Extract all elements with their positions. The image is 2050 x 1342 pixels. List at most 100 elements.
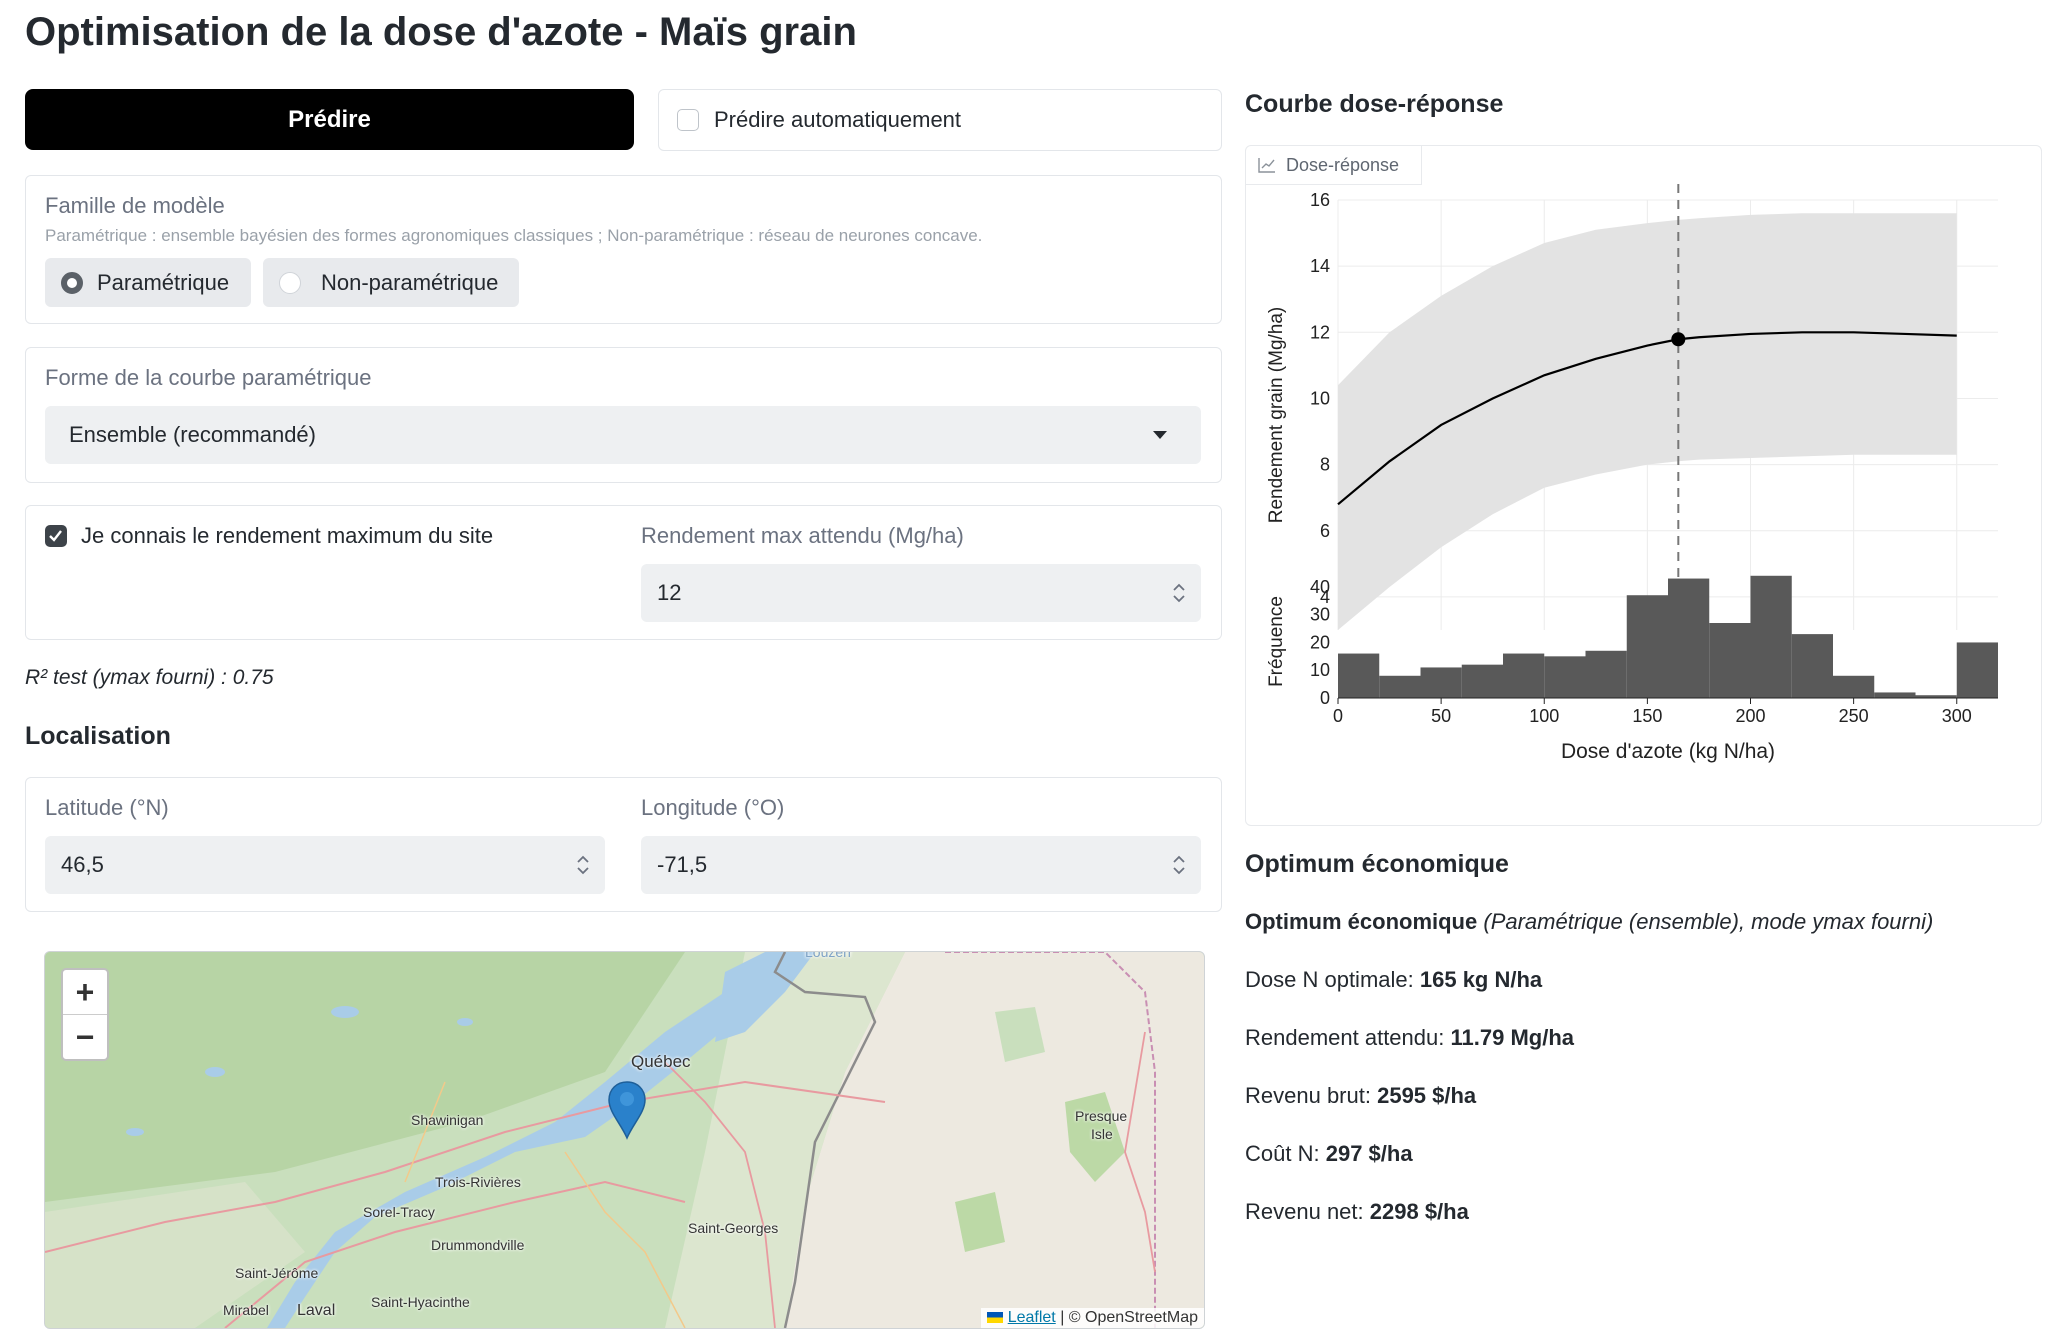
histogram-bar [1379, 675, 1421, 698]
zoom-in-button[interactable]: + [75, 973, 95, 1010]
latitude-value: 46,5 [61, 852, 104, 877]
curve-shape-label: Forme de la courbe paramétrique [45, 365, 372, 390]
map-label-louzerr: Louzerr [805, 951, 853, 960]
histogram-bar [1833, 675, 1875, 698]
radio-parametric-indicator[interactable] [61, 271, 83, 294]
radio-nonparametric-indicator[interactable] [279, 271, 301, 294]
ymax-checkbox-label: Je connais le rendement maximum du site [81, 523, 494, 548]
histogram-bar [1544, 656, 1586, 698]
histogram-bar [1791, 634, 1833, 698]
y-tick-label: 4 [1320, 587, 1330, 607]
location-heading: Localisation [25, 722, 171, 750]
y-tick-label: 16 [1310, 190, 1330, 210]
zoom-control: + − [61, 968, 109, 1061]
stepper-icon[interactable] [1171, 580, 1187, 606]
radio-nonparametric-label: Non-paramétrique [321, 269, 499, 295]
model-family-label: Famille de modèle [45, 193, 225, 218]
radio-parametric[interactable]: Paramétrique [45, 258, 251, 307]
histogram-bar [1585, 650, 1627, 698]
curve-shape-value: Ensemble (recommandé) [69, 422, 316, 447]
x-tick-label: 200 [1735, 706, 1765, 726]
map-label-saint-georges: Saint-Georges [688, 1220, 779, 1236]
map-label-saint-jerome: Saint-Jérôme [235, 1265, 319, 1281]
radio-nonparametric[interactable]: Non-paramétrique [263, 258, 519, 307]
results-subtitle-italic: (Paramétrique (ensemble), mode ymax four… [1483, 909, 1934, 934]
dose-response-chart[interactable]: 4 6 8 10 12 14 16 Rendement grain (Mg/ha) 0 10 20 3… [1246, 184, 2041, 825]
curve-shape-panel: Forme de la courbe paramétrique Ensemble… [25, 347, 1222, 483]
x-tick-label: 0 [1333, 706, 1343, 726]
mean-response-line [1337, 331, 1957, 506]
y-tick-label: 14 [1310, 256, 1330, 276]
map-label-trois-rivieres: Trois-Rivières [435, 1174, 521, 1190]
x-tick-label: 50 [1431, 706, 1451, 726]
chart-panel: Dose-réponse 4 6 8 10 12 14 16 Rendement grain … [1245, 145, 2042, 826]
model-family-panel: Famille de modèle Paramétrique : ensembl… [25, 175, 1222, 324]
map-label-mirabel: Mirabel [223, 1302, 269, 1318]
map-label-presque: Presque [1075, 1108, 1128, 1124]
chart-icon [1258, 158, 1275, 173]
chart-heading: Courbe dose-réponse [1245, 90, 1504, 118]
ymax-input[interactable]: 12 [641, 564, 1201, 622]
x-tick-label: 300 [1942, 706, 1972, 726]
map-tiles[interactable] [45, 952, 1204, 1328]
optimum-point [1671, 332, 1686, 347]
map-label-saint-hyacinthe: Saint-Hyacinthe [371, 1294, 470, 1310]
chevron-down-icon [1153, 431, 1167, 439]
x-tick-label: 150 [1632, 706, 1662, 726]
auto-predict-container[interactable]: Prédire automatiquement [658, 89, 1222, 151]
y-tick-label: 30 [1310, 605, 1330, 625]
stepper-icon[interactable] [575, 852, 591, 878]
auto-predict-label: Prédire automatiquement [714, 107, 962, 132]
result-row-gross: Revenu brut: 2595 $/ha [1245, 1083, 1476, 1109]
latitude-label: Latitude (°N) [45, 795, 169, 820]
ymax-panel: Je connais le rendement maximum du site … [25, 505, 1222, 640]
map-pin-icon[interactable] [607, 1080, 647, 1140]
radio-parametric-label: Paramétrique [97, 269, 230, 295]
map-label-laval: Laval [297, 1302, 336, 1319]
histogram-bar [1503, 653, 1545, 698]
ymax-checkbox[interactable] [45, 525, 67, 547]
result-row-cost: Coût N: 297 $/ha [1245, 1141, 1413, 1167]
ukraine-flag-icon [987, 1312, 1004, 1324]
tab-dose-reponse[interactable]: Dose-réponse [1246, 146, 1422, 185]
histogram-bar [1956, 642, 1998, 698]
confidence-band [1338, 213, 1957, 630]
histogram-bar [1750, 575, 1792, 698]
y-axis-label: Rendement grain (Mg/ha) [1266, 307, 1287, 524]
result-value: 2595 $/ha [1377, 1083, 1477, 1108]
zoom-out-button[interactable]: − [63, 1014, 107, 1059]
y-tick-label: 10 [1310, 388, 1330, 408]
location-panel: Latitude (°N) 46,5 Longitude (°O) -71,5 [25, 777, 1222, 912]
histogram-bar [1915, 695, 1957, 698]
histogram-bar [1874, 692, 1916, 698]
results-subtitle-bold: Optimum économique [1245, 909, 1478, 934]
tab-label: Dose-réponse [1286, 154, 1400, 175]
map-label-shawinigan: Shawinigan [411, 1112, 484, 1128]
map[interactable]: Québec Shawinigan Trois-Rivières Sorel-T… [44, 951, 1205, 1329]
check-icon [49, 530, 62, 542]
histogram-bar [1338, 653, 1380, 698]
result-label: Revenu brut: [1245, 1083, 1371, 1108]
auto-predict-checkbox[interactable] [677, 109, 699, 131]
result-value: 11.79 Mg/ha [1450, 1025, 1575, 1050]
map-label-sorel-tracy: Sorel-Tracy [363, 1204, 435, 1220]
longitude-input[interactable]: -71,5 [641, 836, 1201, 894]
y-tick-label: 8 [1320, 455, 1330, 475]
curve-shape-select[interactable]: Ensemble (recommandé) [45, 406, 1201, 464]
y-tick-label: 40 [1310, 577, 1330, 597]
leaflet-link[interactable]: Leaflet [1007, 1309, 1056, 1326]
x-axis-label: Dose d'azote (kg N/ha) [1561, 740, 1775, 763]
stepper-icon[interactable] [1171, 852, 1187, 878]
longitude-label: Longitude (°O) [641, 795, 785, 820]
histogram-bar [1668, 578, 1710, 698]
page-title: Optimisation de la dose d'azote - Maïs g… [25, 10, 857, 54]
predict-button[interactable]: Prédire [25, 89, 634, 150]
result-label: Rendement attendu: [1245, 1025, 1445, 1050]
y-tick-label: 0 [1320, 688, 1330, 708]
result-value: 297 $/ha [1325, 1141, 1413, 1166]
results-heading: Optimum économique [1245, 850, 1509, 878]
latitude-input[interactable]: 46,5 [45, 836, 605, 894]
map-label-drummondville: Drummondville [431, 1237, 525, 1253]
result-label: Revenu net: [1245, 1199, 1364, 1224]
results-subtitle: Optimum économique (Paramétrique (ensemb… [1245, 909, 1933, 935]
